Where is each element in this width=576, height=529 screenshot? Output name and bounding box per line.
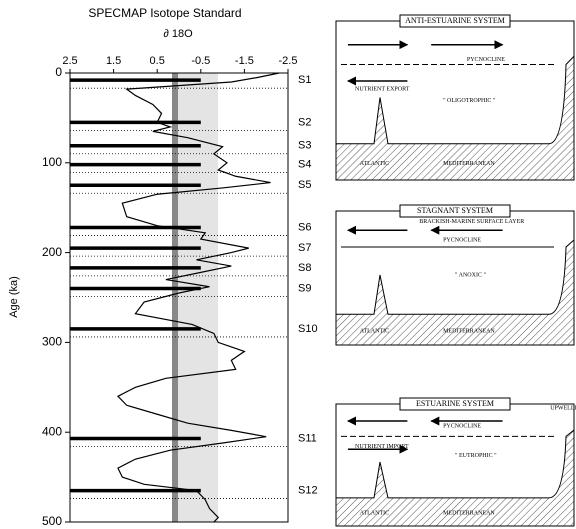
sapropel-label: S12 [298, 484, 318, 496]
sapropel-label: S6 [298, 221, 311, 233]
x-tick-label: 2.5 [62, 55, 77, 67]
sea-floor [335, 238, 575, 346]
diagram-label: " ANOXIC " [455, 272, 486, 278]
circulation-diagram: ESTUARINE SYSTEM UPWELLING PYCNOCLINE NUTRI… [335, 397, 576, 527]
title-box [399, 204, 511, 218]
sapropel-label: S9 [298, 282, 311, 294]
x-tick-label: 0.5 [150, 55, 165, 67]
diagram-label: NUTRIENT EXPORT [355, 87, 410, 93]
stipple-band [178, 73, 218, 522]
diagram-label: PYCNOCLINE [443, 424, 481, 430]
sea-floor [335, 55, 575, 181]
isotope-curve [116, 72, 280, 523]
x-axis-label: ∂ 18O [163, 28, 193, 40]
sapropel-label: S8 [298, 262, 311, 274]
chart-title: SPECMAP Isotope Standard [88, 6, 241, 20]
y-tick-label: 500 [42, 514, 62, 528]
sapropel-label: S3 [298, 140, 311, 152]
y-tick-label: 400 [42, 424, 62, 438]
title-box [399, 397, 511, 411]
y-tick-label: 100 [42, 155, 62, 169]
sea-floor [335, 428, 575, 527]
sapropel-label: S4 [298, 159, 311, 171]
diagram-label: ATLANTIC [360, 511, 389, 517]
sapropel-label: S2 [298, 116, 311, 128]
diagram-label: ATLANTIC [360, 161, 389, 167]
diagram-label: PYCNOCLINE [443, 237, 481, 243]
sapropel-label: S11 [298, 432, 317, 444]
x-tick-label: -1.5 [235, 55, 254, 67]
sapropel-label: S7 [298, 242, 311, 254]
shade-band [172, 73, 178, 522]
diagram-label: ATLANTIC [360, 328, 389, 334]
x-tick-label: 1.5 [106, 55, 121, 67]
diagram-label: MEDITERRANEAN [443, 328, 495, 334]
diagram-label: MEDITERRANEAN [443, 511, 495, 517]
sapropel-label: S10 [298, 323, 318, 335]
circulation-diagram: ANTI-ESTUARINE SYSTEM PYCNOCLINE NUTRIENT … [335, 14, 575, 181]
plot-frame [69, 72, 289, 523]
diagram-title: ESTUARINE SYSTEM [416, 399, 494, 408]
diagram-title: STAGNANT SYSTEM [417, 206, 493, 215]
x-tick-label: -2.5 [279, 55, 298, 67]
title-box [399, 14, 511, 28]
y-tick-label: 0 [55, 65, 62, 79]
diagram-label: PYCNOCLINE [467, 57, 505, 63]
sapropel-label: S1 [298, 74, 311, 86]
diagram-label: " OLIGOTROPHIC " [443, 98, 496, 104]
diagram-label: BRACKISH-MARINE SURFACE LAYER [419, 219, 524, 225]
y-tick-label: 300 [42, 335, 62, 349]
y-tick-label: 200 [42, 245, 62, 259]
diagram-label: MEDITERRANEAN [443, 161, 495, 167]
diagram-title: ANTI-ESTUARINE SYSTEM [405, 16, 505, 25]
diagram-label: NUTRIENT IMPORT [355, 444, 409, 450]
diagram-label: UPWELLING [550, 406, 576, 412]
diagram-label: " EUTROPHIC " [455, 453, 497, 459]
y-axis-label: Age (ka) [8, 276, 20, 318]
sapropel-label: S5 [298, 179, 311, 191]
circulation-diagram: STAGNANT SYSTEM BRACKISH-MARINE SURFACE L… [335, 204, 575, 346]
x-tick-label: -0.5 [191, 55, 210, 67]
